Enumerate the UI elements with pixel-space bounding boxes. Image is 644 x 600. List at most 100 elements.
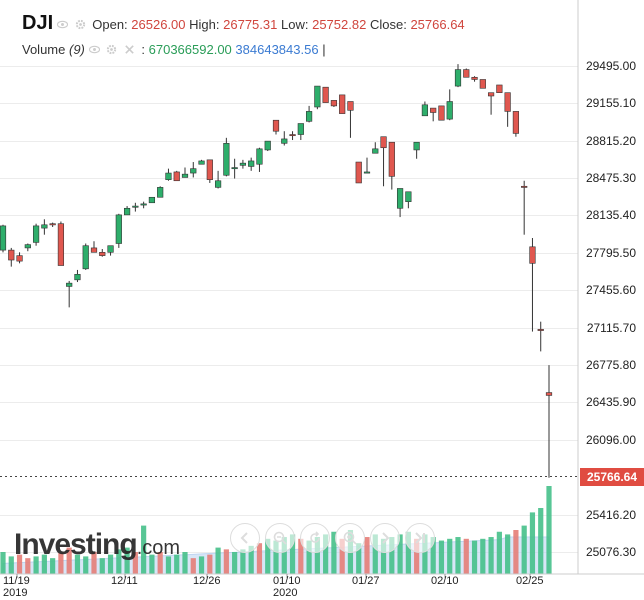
volume-bar [463, 538, 469, 574]
candle-body-up [123, 207, 131, 216]
volume-tail: | [322, 42, 326, 57]
y-tick-label: 25416.20 [585, 507, 636, 522]
candle-body-up [74, 274, 81, 281]
gear-icon[interactable] [106, 44, 117, 55]
volume-bar [389, 537, 395, 574]
volume-bar [455, 537, 461, 574]
ohlc-readout: Open: 26526.00 High: 26775.31 Low: 25752… [57, 17, 465, 32]
candle [99, 249, 106, 257]
candle-body-down [339, 94, 346, 114]
volume-bar [323, 534, 329, 574]
reset-button[interactable] [300, 523, 330, 553]
volume-bar [0, 552, 6, 574]
volume-bar [141, 525, 147, 574]
candle-body-up [248, 160, 255, 167]
volume-bar [165, 556, 172, 574]
candle [181, 167, 189, 178]
volume-bar [33, 556, 39, 574]
volume-ma-value: 384643843.56 [235, 42, 319, 57]
volume-bar [380, 538, 387, 574]
candle [314, 85, 321, 110]
candle-body-up [32, 225, 40, 243]
x-tick-label: 12/26 [193, 575, 221, 587]
open-label: Open: [92, 17, 128, 32]
volume-bar [8, 556, 14, 574]
y-tick-label: 26096.00 [585, 432, 636, 447]
candle-body-down [272, 119, 280, 132]
candle-body-up [281, 138, 288, 144]
volume-bar [132, 552, 138, 574]
candle [388, 141, 395, 190]
candle [413, 141, 420, 159]
candle-body-up [41, 224, 48, 229]
candle-body-up [396, 188, 404, 209]
volume-bar [16, 554, 23, 574]
volume-bar [91, 552, 97, 574]
candle [66, 280, 73, 308]
candle-body-up [256, 148, 263, 165]
volume-bar [124, 547, 130, 574]
y-tick-label: 27115.70 [586, 320, 636, 335]
volume-bar [273, 540, 279, 574]
volume-bar [397, 534, 403, 574]
candle [521, 180, 528, 235]
candle [264, 140, 271, 152]
volume-bar [50, 558, 56, 574]
candle [49, 222, 56, 227]
volume-bar [256, 543, 263, 574]
volume-bar [521, 525, 527, 574]
zoom-out-button[interactable] [265, 523, 295, 553]
x-tick-label: 12/11 [111, 575, 138, 587]
candle-body-down [487, 92, 495, 97]
eye-icon[interactable] [88, 44, 100, 55]
volume-bar [414, 538, 420, 574]
zoom-in-button[interactable] [335, 523, 365, 553]
scroll-left-button[interactable] [230, 523, 260, 553]
candle [496, 84, 503, 93]
y-tick-label: 27455.60 [585, 282, 636, 297]
gear-icon[interactable] [75, 19, 86, 30]
candle [8, 247, 15, 267]
candle [463, 68, 470, 78]
candle [339, 94, 346, 114]
volume-label: Volume [22, 42, 66, 57]
candle [289, 131, 296, 141]
y-tick-label: 28475.30 [585, 170, 636, 185]
volume-bar [529, 512, 536, 574]
eye-icon[interactable] [57, 19, 68, 30]
candle-body-up [148, 196, 156, 204]
y-tick-label: 25076.30 [585, 544, 636, 559]
y-tick-label: 26435.90 [585, 394, 636, 409]
volume-bar [471, 540, 478, 574]
candle-body-up [24, 244, 31, 249]
candle-body-up [140, 203, 147, 206]
logo-suffix: .com [136, 537, 181, 559]
candle-body-up [297, 123, 304, 135]
chevron-right-icon [382, 532, 390, 544]
volume-bar [298, 538, 304, 574]
candle-body-down [90, 247, 98, 253]
scroll-end-button[interactable] [405, 523, 435, 553]
volume-bar [480, 538, 486, 574]
candle-body-up [0, 225, 7, 251]
candle-body-down [206, 159, 213, 180]
close-icon[interactable] [124, 44, 135, 55]
high-value: 26775.31 [223, 17, 278, 32]
volume-bar [339, 538, 345, 574]
volume-bar [66, 547, 72, 574]
candle [223, 137, 230, 177]
candle [471, 76, 478, 82]
candle [107, 245, 114, 256]
candle [372, 142, 379, 154]
y-tick-label: 27795.50 [585, 245, 636, 260]
volume-readout: Volume (9) : 670366592.00 384643843.56 | [22, 42, 326, 57]
candle [512, 111, 520, 137]
candle-body-up [82, 245, 89, 270]
candle [363, 157, 371, 174]
scroll-right-button[interactable] [370, 523, 400, 553]
volume-bar [74, 554, 81, 574]
chevron-left-icon [240, 532, 248, 544]
candle [82, 243, 89, 270]
candle [32, 223, 40, 246]
